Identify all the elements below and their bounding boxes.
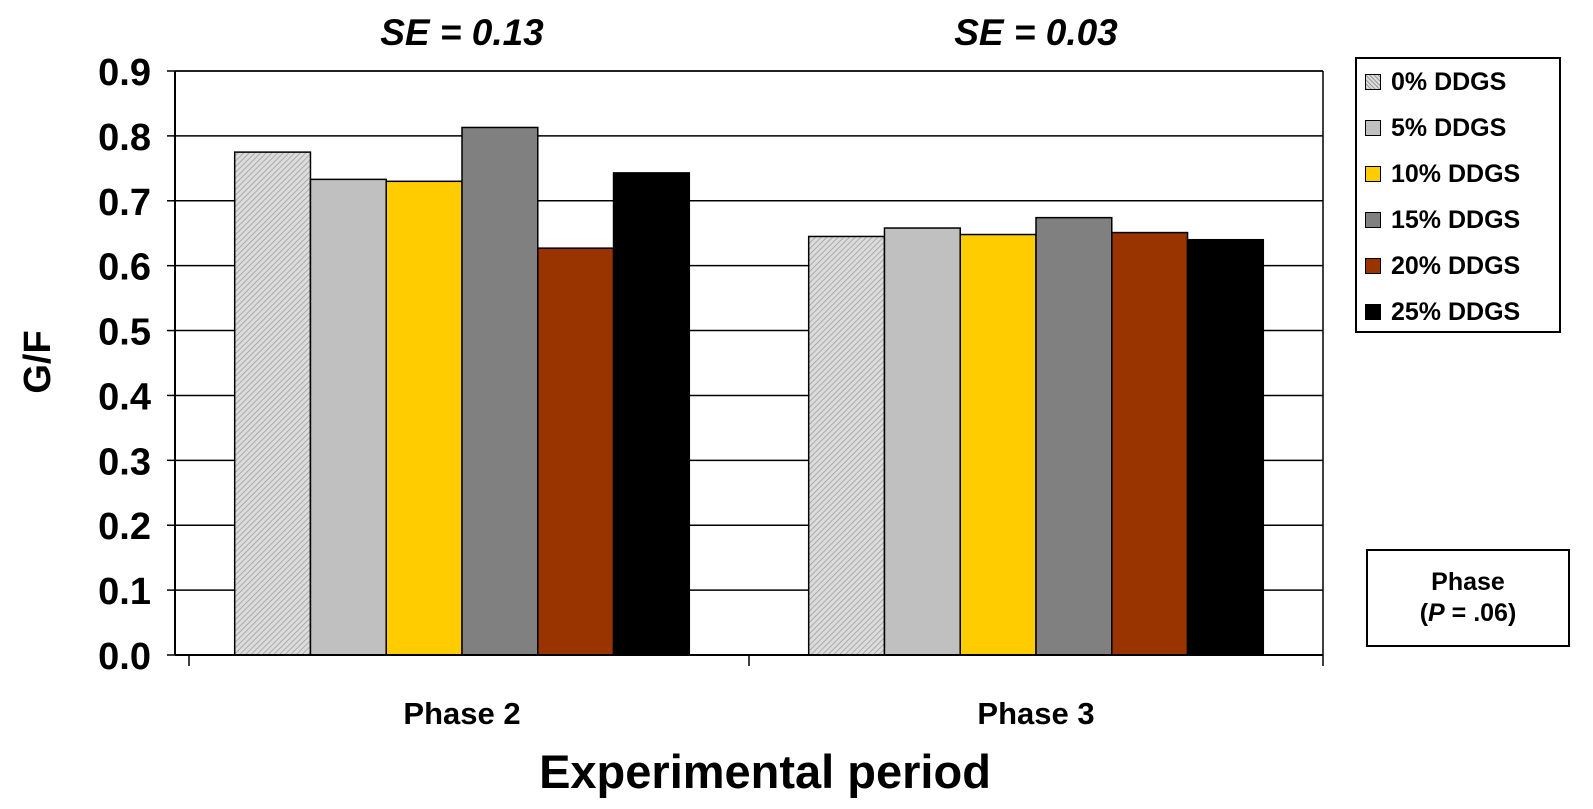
legend-swatch xyxy=(1365,74,1381,90)
se-annotations: SE = 0.13 SE = 0.03 xyxy=(380,12,1118,53)
y-tick-label: 0.9 xyxy=(98,52,151,94)
bar-10-ddgs-phase-2 xyxy=(385,180,463,656)
phase-box-line2: (P = .06) xyxy=(1420,598,1517,629)
x-axis-title: Experimental period xyxy=(539,745,991,798)
y-tick-label: 0.7 xyxy=(98,182,151,224)
bar-15-ddgs-phase-3 xyxy=(1035,216,1113,656)
bar-0-ddgs-phase-3 xyxy=(807,235,886,656)
legend-item: 0% DDGS xyxy=(1365,67,1506,97)
phase-box-p-symbol: P xyxy=(1428,599,1445,627)
bar-20-ddgs-phase-2 xyxy=(537,247,615,656)
y-axis-title: G/F xyxy=(17,330,59,393)
phase-box-open: ( xyxy=(1419,599,1429,627)
legend-swatch xyxy=(1365,304,1381,320)
legend-item: 5% DDGS xyxy=(1365,113,1506,143)
y-tick-label: 0.8 xyxy=(98,117,151,159)
legend-item: 15% DDGS xyxy=(1365,205,1520,235)
bar-5-ddgs-phase-2 xyxy=(309,178,387,656)
bar-25-ddgs-phase-2 xyxy=(612,172,691,656)
y-tick-label: 0.5 xyxy=(98,312,151,354)
y-tick-label: 0.0 xyxy=(98,636,151,678)
x-tick-label: Phase 2 xyxy=(403,696,520,731)
legend-label: 20% DDGS xyxy=(1391,251,1521,280)
legend-label: 0% DDGS xyxy=(1391,67,1507,96)
phase-box-p-rest: = .06) xyxy=(1444,599,1517,627)
axes xyxy=(174,70,1324,666)
legend-swatch xyxy=(1365,258,1381,274)
legend-item: 20% DDGS xyxy=(1365,251,1520,281)
legend-swatch xyxy=(1365,120,1381,136)
y-tick-label: 0.1 xyxy=(98,571,151,613)
bar-15-ddgs-phase-2 xyxy=(461,126,539,656)
y-tick-label: 0.6 xyxy=(98,247,151,289)
bar-25-ddgs-phase-3 xyxy=(1186,238,1265,656)
legend-label: 15% DDGS xyxy=(1391,205,1521,234)
x-tick-label: Phase 3 xyxy=(977,696,1094,731)
legend-item: 10% DDGS xyxy=(1365,159,1520,189)
se-annotation: SE = 0.13 xyxy=(380,12,544,53)
bar-20-ddgs-phase-3 xyxy=(1111,231,1189,656)
y-tick-label: 0.2 xyxy=(98,506,151,548)
legend-label: 5% DDGS xyxy=(1391,113,1507,142)
phase-box-line1: Phase xyxy=(1431,567,1505,596)
legend-label: 25% DDGS xyxy=(1391,297,1521,326)
bars xyxy=(233,126,1265,656)
y-tick-labels: 0.0 0.1 0.2 0.3 0.4 0.5 0.6 0.7 0.8 0.9 xyxy=(98,52,151,678)
legend-swatch xyxy=(1365,166,1381,182)
legend-item: 25% DDGS xyxy=(1365,297,1520,327)
legend: 0% DDGS 5% DDGS 10% DDGS 15% DDGS 20% DDGS 25… xyxy=(1355,57,1561,333)
legend-swatch xyxy=(1365,212,1381,228)
se-annotation: SE = 0.03 xyxy=(954,12,1118,53)
legend-label: 10% DDGS xyxy=(1391,159,1521,188)
phase-p-value-box: Phase (P = .06) xyxy=(1366,549,1570,647)
bar-0-ddgs-phase-2 xyxy=(233,151,312,656)
bar-5-ddgs-phase-3 xyxy=(883,227,961,656)
y-tick-label: 0.4 xyxy=(98,376,151,418)
bar-10-ddgs-phase-3 xyxy=(959,233,1037,656)
y-tick-label: 0.3 xyxy=(98,441,151,483)
x-tick-labels: Phase 2 Phase 3 xyxy=(403,696,1094,731)
